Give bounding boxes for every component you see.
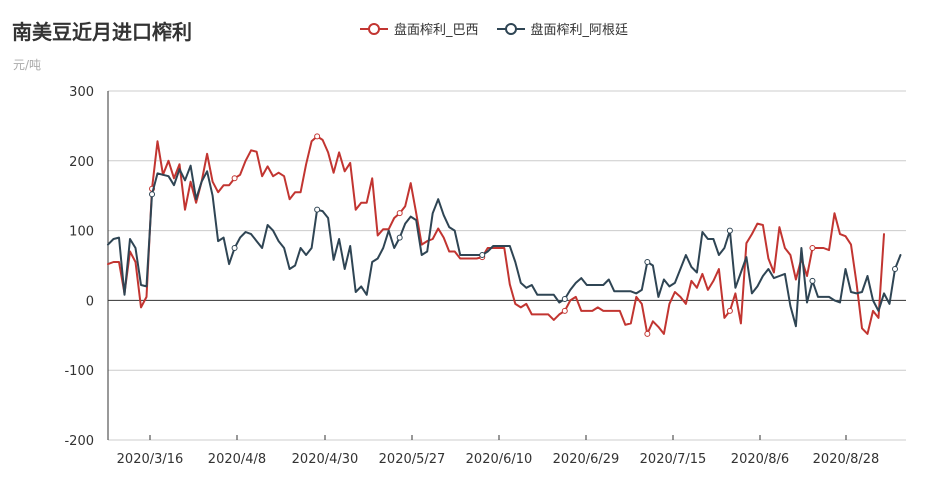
y-tick-label: 200 [69, 155, 94, 170]
x-tick-label: 2020/7/15 [640, 452, 707, 467]
y-tick-label: -100 [64, 364, 94, 379]
y-tick-label: -200 [64, 434, 94, 449]
x-tick-label: 2020/4/8 [208, 452, 266, 467]
data-point-1 [149, 191, 156, 198]
x-tick-label: 2020/8/28 [813, 452, 880, 467]
x-tick-label: 2020/3/16 [117, 452, 184, 467]
chart-title: 南美豆近月进口榨利 [12, 20, 192, 44]
data-point-0 [314, 133, 321, 140]
data-point-0 [231, 175, 238, 182]
data-point-0 [809, 245, 816, 252]
axes [107, 91, 906, 440]
y-tick-label: 100 [69, 225, 94, 240]
data-point-1 [396, 234, 403, 241]
data-point-1 [726, 227, 733, 234]
tick-labels: -200 -100 0 100 200 300 2020/3/16 2020/4/8 2020/… [64, 85, 879, 467]
legend: 盘面榨利_巴西 盘面榨利_阿根廷 [360, 19, 628, 38]
x-tick-label: 2020/4/30 [292, 452, 359, 467]
data-point-1 [231, 245, 238, 252]
legend-label-argentina: 盘面榨利_阿根廷 [530, 23, 629, 38]
data-point-0 [561, 307, 568, 314]
x-tick-label: 2020/6/10 [466, 452, 533, 467]
series-line-0 [107, 135, 885, 335]
x-tick-label: 2020/8/6 [731, 452, 789, 467]
grid-lines [108, 90, 906, 441]
data-point-0 [644, 330, 651, 337]
series-line-1 [107, 164, 902, 328]
legend-label-brazil: 盘面榨利_巴西 [394, 23, 479, 38]
x-tick-label: 2020/6/29 [553, 452, 620, 467]
series-lines [107, 133, 902, 337]
data-point-1 [561, 296, 568, 303]
data-point-1 [809, 277, 816, 284]
data-point-0 [396, 210, 403, 217]
legend-swatch-brazil-icon [360, 22, 388, 35]
data-point-0 [726, 307, 733, 314]
data-point-1 [314, 206, 321, 213]
y-tick-label: 0 [86, 294, 94, 309]
legend-item-argentina[interactable]: 盘面榨利_阿根廷 [496, 19, 629, 38]
y-axis-unit: 元/吨 [13, 58, 42, 72]
x-tick-label: 2020/5/27 [379, 452, 446, 467]
y-tick-label: 300 [69, 85, 94, 100]
data-point-1 [892, 265, 899, 272]
legend-item-brazil[interactable]: 盘面榨利_巴西 [360, 19, 479, 38]
data-point-1 [479, 252, 486, 259]
legend-swatch-argentina-icon [496, 22, 525, 35]
data-point-1 [644, 259, 651, 266]
